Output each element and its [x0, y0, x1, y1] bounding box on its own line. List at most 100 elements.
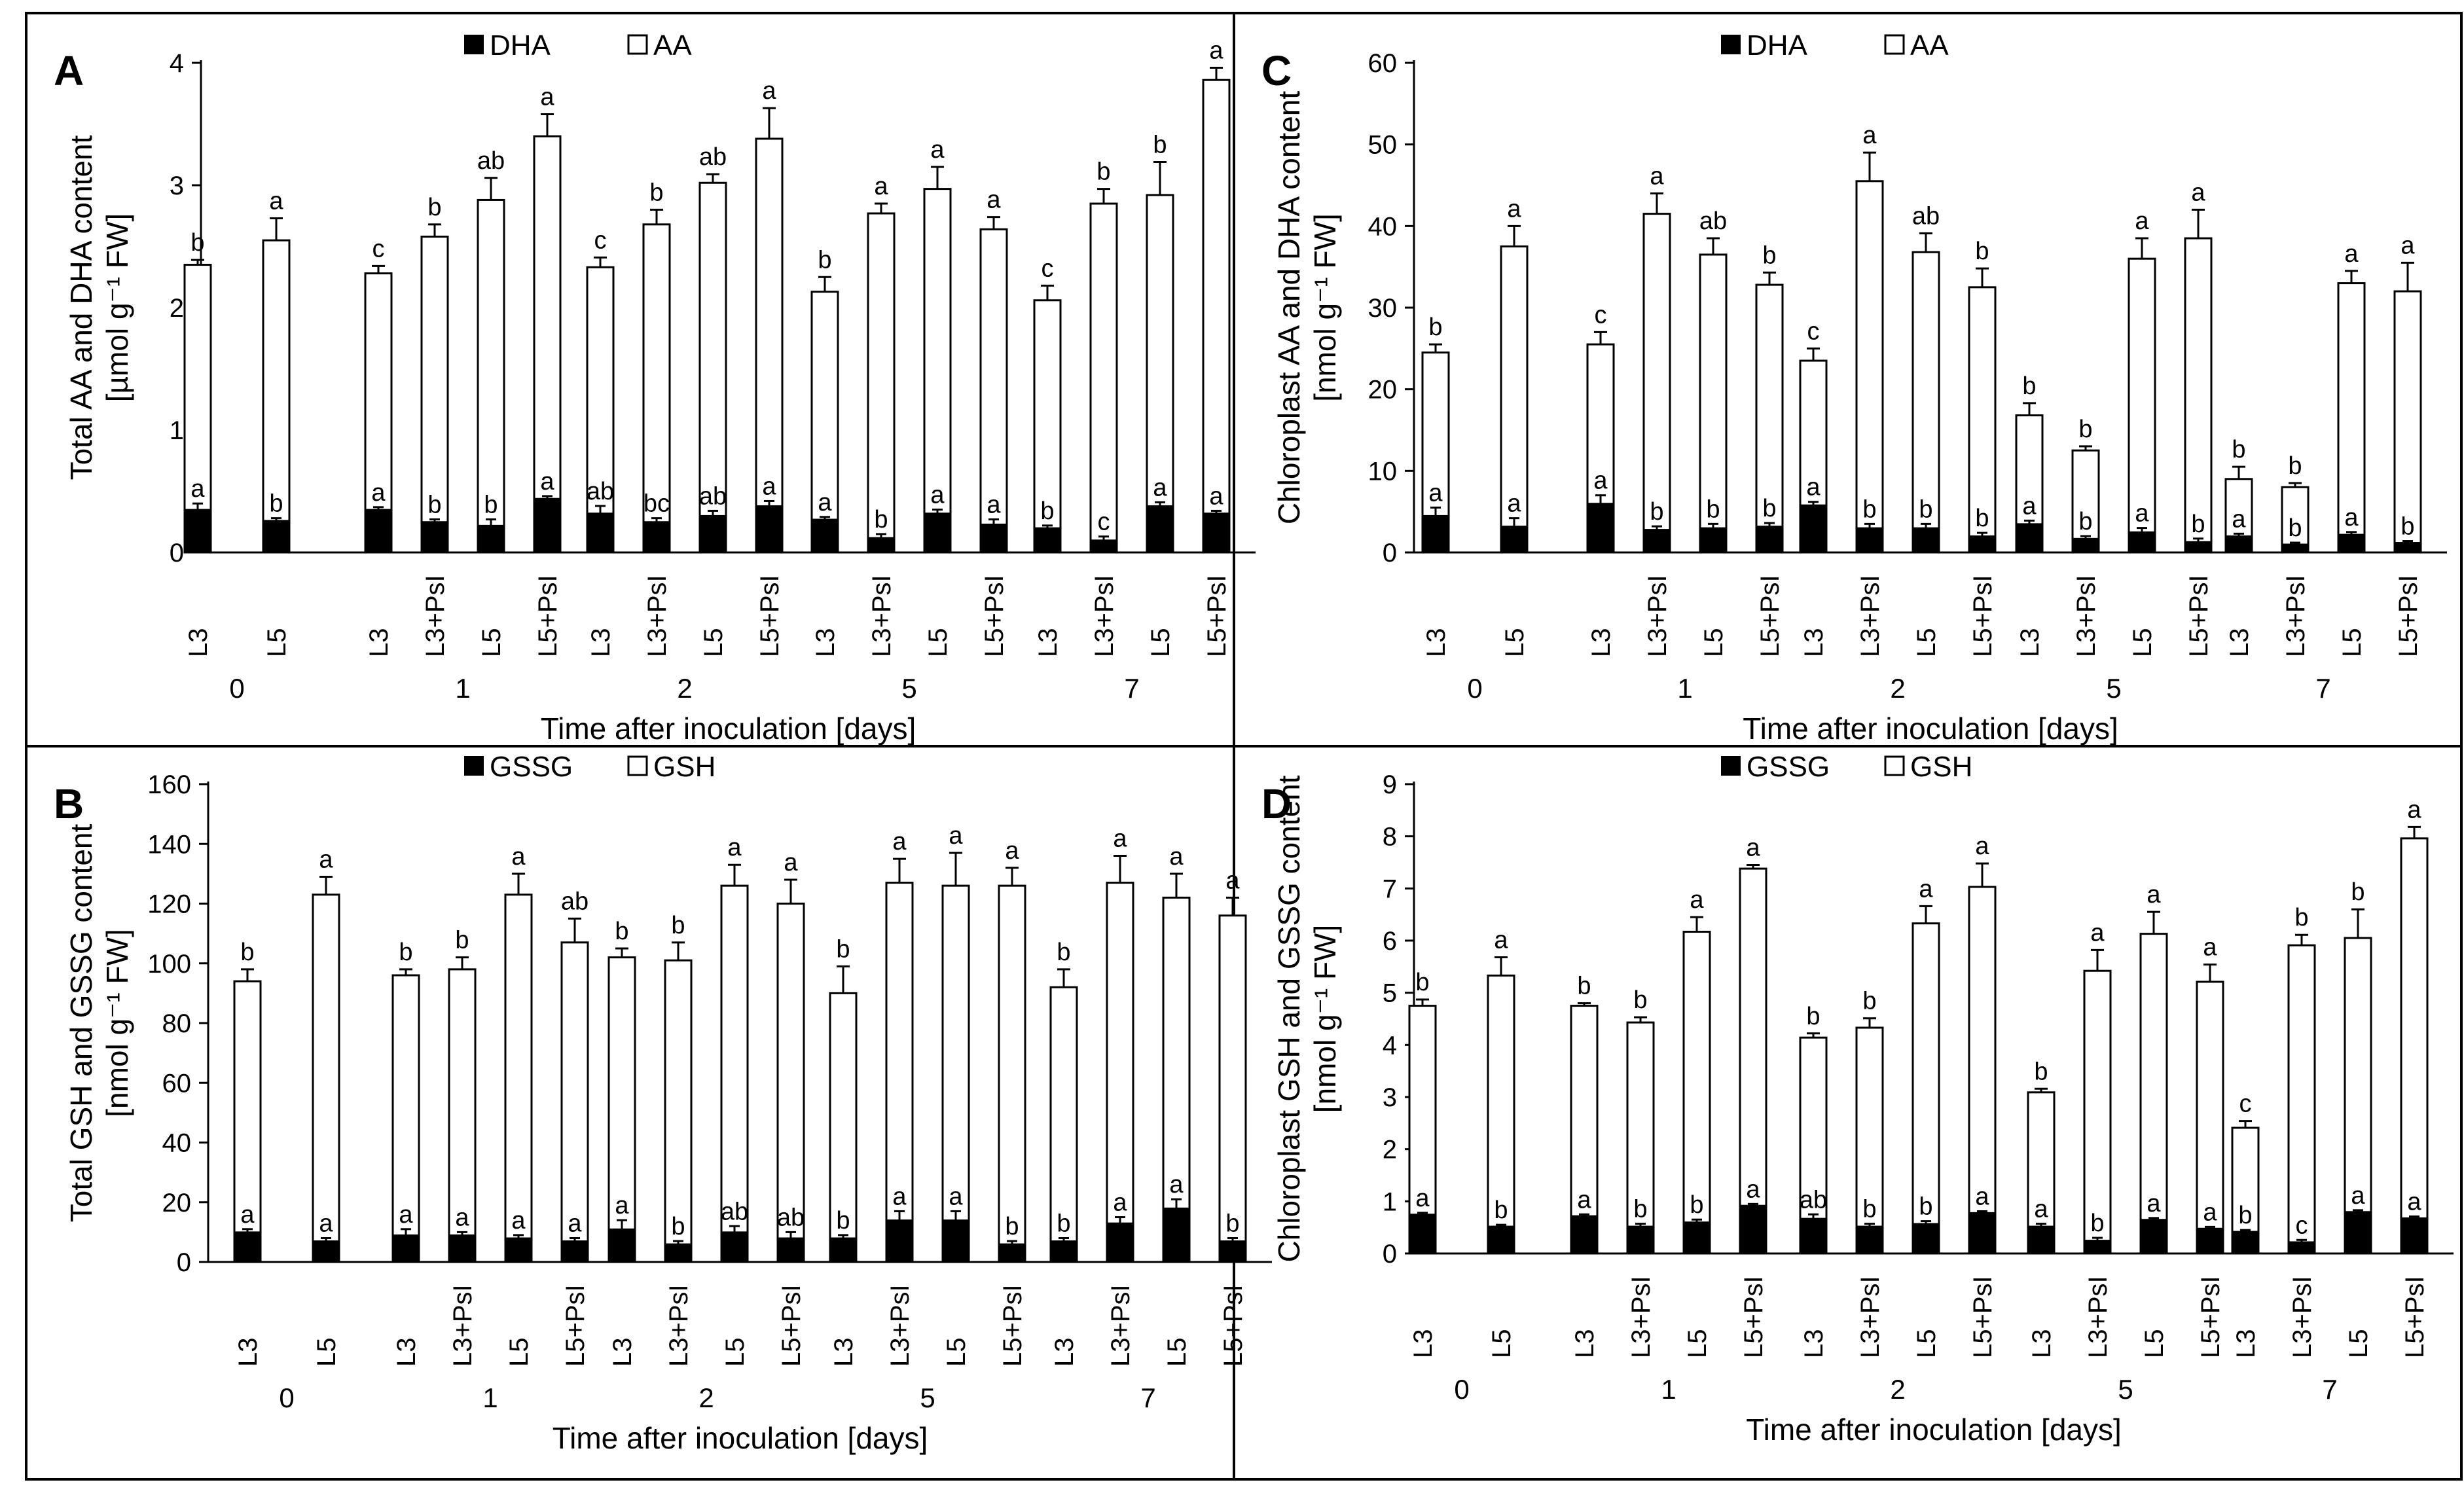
sig-letter-dark: a — [2344, 504, 2359, 531]
treatment-label: L3 — [184, 628, 213, 658]
bar-dark — [643, 521, 670, 553]
sig-letter-total: b — [2294, 904, 2308, 931]
sig-letter-dark: c — [2296, 1212, 2308, 1239]
sig-letter-dark: b — [2090, 1210, 2104, 1237]
y-tick-label: 120 — [147, 890, 191, 919]
sig-letter-dark: b — [1706, 495, 1720, 523]
treatment-label: L5+PsI — [1203, 575, 1231, 657]
treatment-label: L3 — [2027, 1329, 2056, 1359]
sig-letter-total: a — [2135, 207, 2149, 235]
bar-dark — [1739, 1204, 1767, 1254]
y-tick-label: 60 — [162, 1069, 192, 1098]
sig-letter-total: a — [1005, 837, 1019, 865]
legend: GSSG GSH — [464, 751, 716, 783]
sig-letter-total: b — [818, 246, 831, 274]
bar-total — [1089, 202, 1118, 554]
y-tick-label: 3 — [1383, 1083, 1397, 1112]
treatment-label: L5 — [2128, 628, 2157, 658]
treatment-label: L3 — [1034, 628, 1062, 658]
x-axis-label: Time after inoculation [days] — [1746, 1413, 2122, 1447]
bar-dark — [2225, 535, 2253, 553]
treatment-label: L3 — [1570, 1329, 1599, 1359]
sig-letter-dark: b — [1975, 505, 1989, 532]
bar-dark — [421, 521, 448, 553]
legend-swatch-dark — [464, 35, 484, 54]
bar-dark — [1856, 527, 1883, 553]
y-tick-label: 20 — [1368, 376, 1398, 405]
sig-letter-dark: ab — [699, 482, 727, 510]
sig-letter-total: a — [1862, 122, 1877, 149]
sig-letter-total: c — [372, 235, 385, 262]
treatment-label: L3 — [587, 628, 615, 658]
sig-letter-total: a — [930, 136, 945, 164]
y-tick-label: 0 — [170, 539, 184, 567]
y-tick-label: 0 — [1383, 1240, 1397, 1269]
bar-dark — [365, 509, 392, 553]
y-tick-label: 60 — [1368, 49, 1398, 78]
treatment-label: L3+PsI — [421, 575, 450, 657]
legend-swatch-dark — [464, 756, 484, 776]
treatment-label: L5 — [1146, 628, 1175, 658]
treatment-label: L3 — [1050, 1338, 1079, 1367]
bar-total — [504, 893, 533, 1263]
bar-dark — [777, 1237, 805, 1263]
sig-letter-total: b — [1862, 988, 1876, 1015]
bar-total — [1968, 886, 1997, 1255]
sig-letter-total: ab — [561, 888, 589, 915]
treatment-label: L3 — [365, 628, 393, 658]
day-label: 2 — [1890, 1374, 1905, 1405]
y-tick-label: 4 — [1383, 1031, 1397, 1060]
treatment-label: L5 — [1500, 628, 1529, 658]
bar-dark — [1146, 505, 1174, 553]
sig-letter-total: b — [1975, 238, 1989, 265]
treatment-label: L5 — [1699, 628, 1728, 658]
bar-total — [698, 181, 727, 554]
y-tick-label: 5 — [1383, 979, 1397, 1008]
sig-letter-dark: a — [2232, 505, 2246, 533]
bar-dark — [2016, 523, 2043, 553]
sig-letter-dark: b — [1919, 1193, 1932, 1221]
treatment-label: L3 — [608, 1338, 637, 1367]
sig-letter-dark: a — [1169, 1171, 1184, 1198]
sig-letter-dark: c — [1098, 509, 1110, 536]
bar-dark — [1756, 526, 1783, 554]
treatment-label: L3+PsI — [448, 1284, 477, 1367]
sig-letter-total: a — [949, 822, 963, 850]
sig-letter-dark: a — [399, 1201, 413, 1229]
sig-letter-dark: b — [1005, 1213, 1019, 1240]
treatment-label: L3 — [234, 1338, 263, 1367]
bar-dark — [2027, 1225, 2055, 1255]
treatment-label: L5 — [477, 628, 506, 658]
y-tick-label: 0 — [177, 1248, 191, 1277]
sig-letter-total: a — [892, 828, 907, 856]
x-axis-label: Time after inoculation [days] — [541, 711, 916, 746]
bar-dark — [1163, 1207, 1190, 1263]
treatment-label: L3+PsI — [2281, 575, 2310, 657]
sig-letter-dark: b — [2078, 508, 2092, 535]
sig-letter-total: b — [427, 194, 441, 221]
treatment-label: L5+PsI — [2184, 575, 2213, 657]
sig-letter-dark: b — [671, 1213, 685, 1240]
treatment-label: L5+PsI — [2401, 1276, 2429, 1358]
sig-letter-dark: ab — [587, 478, 614, 505]
bar-total — [233, 980, 262, 1263]
treatment-label: L3+PsI — [867, 575, 896, 657]
legend-swatch-light — [1884, 755, 1905, 776]
sig-letter-dark: a — [1593, 467, 1608, 495]
y-tick-label: 10 — [1368, 457, 1398, 486]
day-label: 5 — [901, 673, 916, 704]
treatment-label: L5+PsI — [561, 1284, 590, 1367]
sig-letter-total: b — [615, 918, 628, 945]
bar-dark — [1643, 529, 1671, 553]
sig-letter-total: a — [2090, 919, 2105, 946]
sig-letter-total: a — [1507, 195, 1521, 223]
day-label: 7 — [1140, 1382, 1155, 1413]
sig-letter-dark: a — [511, 1207, 526, 1234]
sig-letter-total: a — [1225, 867, 1240, 894]
bar-dark — [2288, 1241, 2315, 1255]
sig-letter-total: a — [874, 173, 888, 200]
sig-letter-total: c — [1807, 317, 1820, 345]
treatment-label: L5 — [2344, 1329, 2373, 1359]
